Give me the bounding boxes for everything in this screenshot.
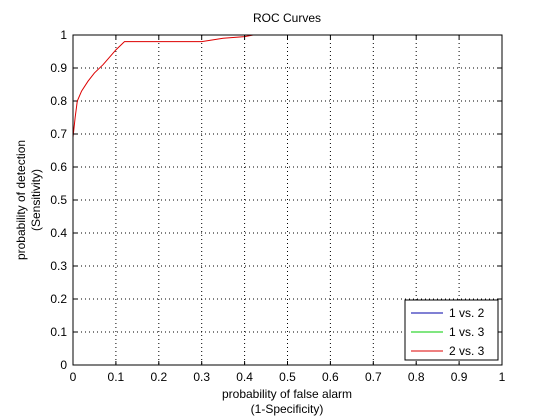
legend-label: 2 vs. 3 [449,344,485,358]
x-tick-label: 0.2 [150,370,167,384]
chart-title: ROC Curves [253,11,321,25]
y-tick-label: 0.7 [50,127,67,141]
x-tick-label: 0.9 [451,370,468,384]
y-tick-label: 1 [60,28,67,42]
y-tick-label: 0.5 [50,193,67,207]
y-tick-label: 0.1 [50,325,67,339]
x-tick-label: 0.1 [108,370,125,384]
x-tick-label: 0 [70,370,77,384]
y-tick-labels: 0 0.1 0.2 0.3 0.4 0.5 0.6 0.7 0.8 0.9 1 [50,28,67,372]
x-tick-label: 0.5 [279,370,296,384]
y-tick-label: 0.6 [50,160,67,174]
y-axis-label-sub: (Sensitivity) [29,169,43,231]
legend-box [404,299,499,361]
y-axis-label: probability of detection [14,140,28,260]
x-tick-labels: 0 0.1 0.2 0.3 0.4 0.5 0.6 0.7 0.8 0.9 1 [70,370,506,384]
x-tick-label: 0.8 [408,370,425,384]
legend: 1 vs. 2 1 vs. 3 2 vs. 3 [404,299,499,361]
axis-ticks [72,34,503,366]
x-tick-label: 0.7 [365,370,382,384]
y-tick-label: 0.3 [50,259,67,273]
x-tick-label: 0.4 [236,370,253,384]
legend-label: 1 vs. 3 [449,325,485,339]
y-tick-label: 0.9 [50,61,67,75]
y-tick-label: 0.8 [50,94,67,108]
x-axis-label: probability of false alarm [222,387,352,401]
y-tick-label: 0.2 [50,292,67,306]
y-tick-label: 0 [60,358,67,372]
legend-label: 1 vs. 2 [449,306,485,320]
x-axis-label-sub: (1-Specificity) [251,402,324,416]
x-tick-label: 0.3 [193,370,210,384]
x-tick-label: 0.6 [322,370,339,384]
x-tick-label: 1 [499,370,506,384]
y-tick-label: 0.4 [50,226,67,240]
